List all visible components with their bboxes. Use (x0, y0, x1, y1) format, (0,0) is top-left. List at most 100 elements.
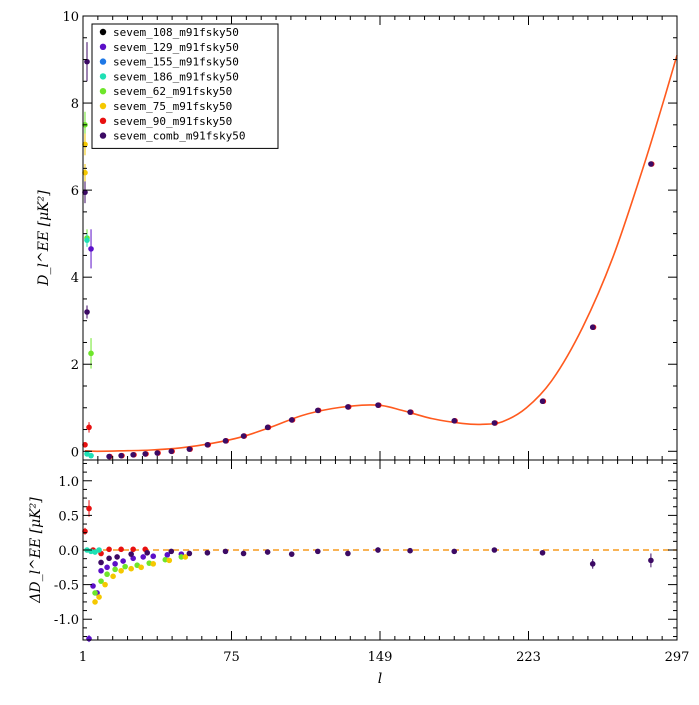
residual-point (138, 564, 144, 571)
residual-point (130, 555, 136, 562)
legend-marker (99, 43, 107, 50)
binned-point (240, 433, 247, 439)
bottom-y-tick-label: 0.0 (58, 544, 79, 559)
top-y-tick-label: 8 (71, 97, 79, 112)
residual-point (104, 564, 110, 571)
residual-point (491, 547, 498, 553)
low-l-point (84, 58, 90, 65)
residual-point (451, 548, 458, 555)
residual-point (178, 554, 185, 560)
top-y-tick-label: 6 (71, 184, 79, 199)
bottom-y-tick-label: -0.5 (54, 579, 79, 594)
binned-point (106, 453, 112, 460)
axis-ticks (82, 15, 678, 640)
legend-entry-label: sevem_155_m91fsky50 (113, 56, 239, 69)
x-tick-label: 75 (223, 650, 240, 665)
residual-point (130, 546, 136, 553)
top-y-tick-label: 4 (71, 271, 79, 286)
residual-point (96, 594, 102, 600)
residual-point (166, 557, 173, 564)
top-y-tick-label: 10 (62, 10, 79, 25)
low-l-point (88, 452, 94, 459)
residual-point (122, 563, 128, 570)
residual-point (128, 565, 134, 572)
x-tick-label: 297 (665, 650, 690, 665)
residual-point (112, 566, 118, 573)
legend-entry-label: sevem_108_m91fsky50 (113, 26, 239, 39)
low-l-point (82, 169, 88, 176)
residual-point (144, 549, 151, 556)
x-tick-label: 223 (516, 650, 541, 665)
legend-entry-label: sevem_90_m91fsky50 (113, 115, 232, 128)
residual-point (128, 551, 134, 557)
residual-point (204, 549, 211, 556)
residual-point (222, 548, 229, 555)
binned-point (130, 451, 136, 458)
residual-point (168, 548, 175, 555)
residual-point (98, 578, 104, 584)
bottom-y-tick-label: -1.0 (54, 613, 79, 628)
residual-point (98, 559, 104, 566)
binned-point (142, 451, 149, 457)
legend-marker (99, 117, 107, 125)
residual-point (140, 554, 147, 560)
legend-marker (99, 132, 107, 139)
legend-marker (99, 58, 107, 65)
bottom-y-tick-label: 0.5 (58, 509, 79, 524)
binned-point (451, 418, 458, 424)
binned-point (589, 324, 596, 331)
residual-point (86, 635, 92, 642)
legend-entry-label: sevem_129_m91fsky50 (113, 41, 239, 54)
residual-point (164, 552, 171, 558)
residual-point (264, 549, 271, 555)
binned-point (264, 424, 271, 431)
binned-point (539, 398, 546, 405)
residual-point (240, 550, 247, 557)
residual-point (539, 549, 546, 556)
binned-point (222, 438, 229, 444)
x-tick-label: 149 (368, 650, 393, 665)
model-curve-layer (84, 54, 678, 453)
binned-point (345, 404, 351, 410)
residual-point (375, 547, 381, 553)
top-y-tick-label: 2 (71, 358, 79, 373)
residual-point (92, 590, 98, 596)
residual-point (86, 505, 92, 512)
binned-point (648, 161, 654, 167)
residual-point (106, 546, 112, 553)
residual-point (98, 567, 104, 574)
residual-point (104, 571, 110, 578)
x-tick-label: 1 (79, 650, 87, 665)
residual-point (102, 581, 108, 588)
residual-point (90, 583, 96, 589)
binned-point (314, 407, 321, 414)
low-l-point (82, 441, 88, 448)
residual-point (118, 546, 124, 553)
bottom-y-axis-title: ΔD_l^EE [μK²] (28, 497, 44, 604)
legend-entry-label: sevem_75_m91fsky50 (113, 100, 232, 113)
low-l-point (88, 246, 94, 252)
axis-titles: l D_l^EE [μK²] ΔD_l^EE [μK²] (28, 190, 382, 687)
tick-labels: 1 75 149 223 297 0 2 4 6 8 10 -1.0 -0.5 0.0 0.5 1.0 (54, 10, 689, 665)
residual-point (96, 547, 102, 553)
binned-point (491, 420, 498, 426)
low-l-point (84, 309, 90, 315)
legend-marker (99, 28, 107, 36)
binned-point (407, 409, 413, 415)
top-y-axis-title: D_l^EE [μK²] (36, 190, 52, 287)
residual-point (150, 553, 157, 560)
legend-marker (99, 73, 107, 80)
residual-point (407, 547, 413, 554)
residual-point (288, 551, 295, 557)
residual-point (182, 554, 189, 560)
binned-point (154, 450, 161, 456)
binned-point (168, 448, 175, 455)
residual-point (345, 550, 351, 557)
x-axis-title: l (378, 671, 382, 687)
model-curve (84, 54, 678, 453)
legend-entry-label: sevem_62_m91fsky50 (113, 85, 232, 98)
residual-point (589, 561, 596, 567)
legend-entry-label: sevem_comb_m91fsky50 (113, 130, 245, 143)
